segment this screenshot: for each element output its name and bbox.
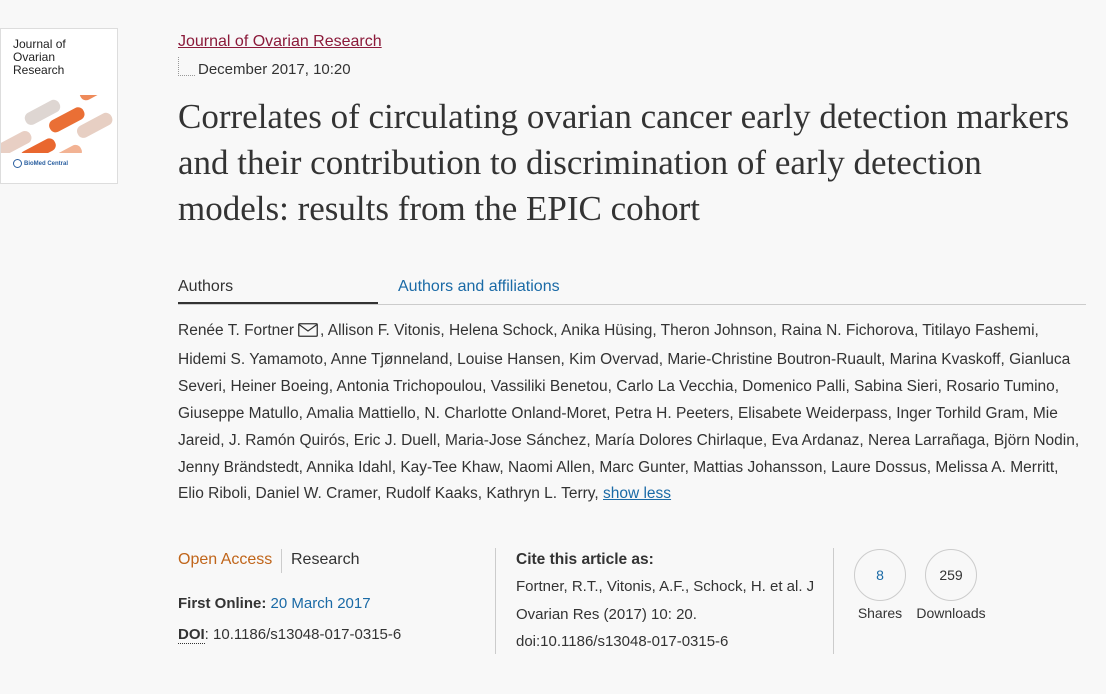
doi: DOI: 10.1186/s13048-017-0315-6 — [178, 626, 402, 644]
author-name-first[interactable]: Renée T. Fortner — [178, 322, 295, 339]
mail-icon[interactable] — [298, 320, 318, 347]
date-connector — [178, 57, 195, 76]
author-list: Renée T. Fortner, Allison F. Vitonis, He… — [178, 318, 1088, 508]
cover-publisher: BioMed Central — [13, 159, 68, 168]
doi-value: : 10.1186/s13048-017-0315-6 — [204, 626, 402, 643]
downloads-label: Downloads — [916, 605, 986, 621]
journal-cover[interactable]: Journal of Ovarian Research BioMed Centr… — [0, 28, 118, 184]
publisher-logo-icon — [13, 159, 22, 168]
cover-journal-title: Journal of Ovarian Research — [13, 37, 66, 77]
cover-artwork — [1, 95, 116, 153]
active-tab-indicator — [178, 302, 378, 304]
doi-label: DOI — [178, 626, 205, 644]
article-type: Research — [291, 551, 360, 568]
show-less-link[interactable]: show less — [603, 485, 672, 503]
author-list-separator: , — [594, 485, 603, 503]
cite-heading: Cite this article as: — [516, 551, 654, 568]
author-tabs: Authors Authors and affiliations — [178, 274, 1086, 305]
citation-text: Fortner, R.T., Vitonis, A.F., Schock, H.… — [516, 578, 815, 650]
open-access-badge: Open Access — [178, 551, 273, 568]
shares-count[interactable]: 8 — [854, 549, 906, 601]
downloads-count: 259 — [925, 549, 977, 601]
tab-authors[interactable]: Authors — [178, 278, 234, 295]
article-title: Correlates of circulating ovarian cancer… — [178, 97, 1070, 228]
journal-link[interactable]: Journal of Ovarian Research — [178, 33, 382, 50]
first-online-label: First Online: — [178, 595, 267, 612]
first-online: First Online: 20 March 2017 — [178, 595, 371, 612]
shares-label: Shares — [857, 605, 903, 621]
first-online-date: 20 March 2017 — [270, 595, 371, 612]
publication-date: December 2017, 10:20 — [198, 61, 351, 78]
author-names: , Allison F. Vitonis, Helena Schock, Ani… — [178, 322, 1080, 503]
divider — [281, 549, 282, 573]
divider — [833, 548, 834, 654]
tab-authors-and-affiliations[interactable]: Authors and affiliations — [398, 278, 560, 295]
divider — [495, 548, 496, 654]
